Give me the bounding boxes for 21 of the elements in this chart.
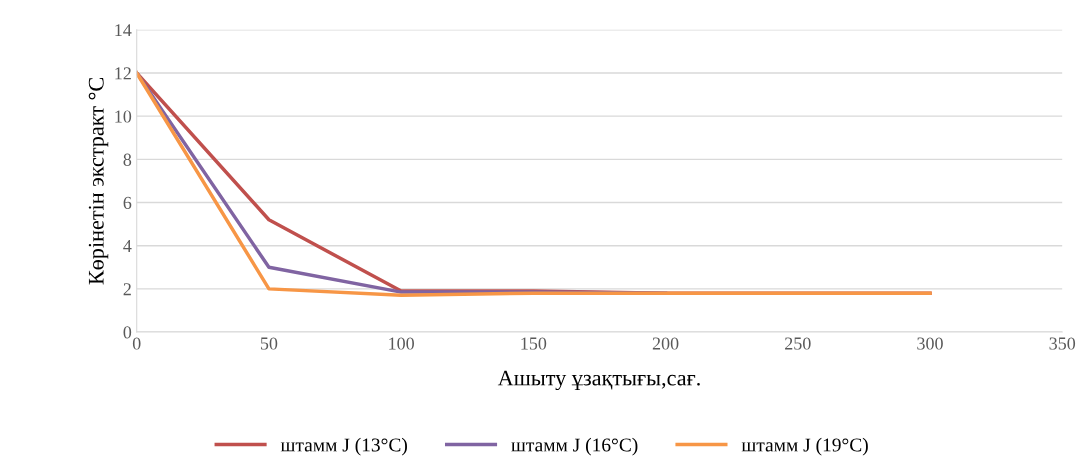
y-tick-label: 14 bbox=[115, 24, 132, 37]
y-tick-label: 8 bbox=[123, 153, 132, 166]
y-axis-title: Көрінетін экстракт °С bbox=[88, 77, 109, 285]
y-tick-label: 4 bbox=[123, 240, 132, 252]
y-tick-label: 10 bbox=[115, 110, 132, 123]
x-tick-label: 100 bbox=[389, 337, 414, 350]
x-tick-label: 200 bbox=[652, 337, 679, 350]
x-tick-label: 0 bbox=[132, 337, 141, 350]
x-tick-label: 150 bbox=[521, 337, 547, 350]
x-tick-label: 350 bbox=[1049, 337, 1076, 350]
x-tick-label: 50 bbox=[260, 337, 278, 350]
x-tick-label: 300 bbox=[917, 337, 943, 350]
x-tick-label: 250 bbox=[785, 337, 811, 350]
legend-label: штамм J (13°С) bbox=[280, 437, 407, 456]
y-tick-label: 2 bbox=[123, 283, 131, 296]
legend-label: штамм J (16°С) bbox=[511, 437, 638, 456]
y-tick-label: 6 bbox=[123, 196, 132, 209]
legend-label: штамм J (19°С) bbox=[741, 437, 868, 456]
y-tick-label: 12 bbox=[115, 67, 131, 80]
x-axis-title: Ашыту ұзақтығы,сағ. bbox=[497, 370, 700, 391]
y-tick-label: 0 bbox=[123, 326, 132, 339]
